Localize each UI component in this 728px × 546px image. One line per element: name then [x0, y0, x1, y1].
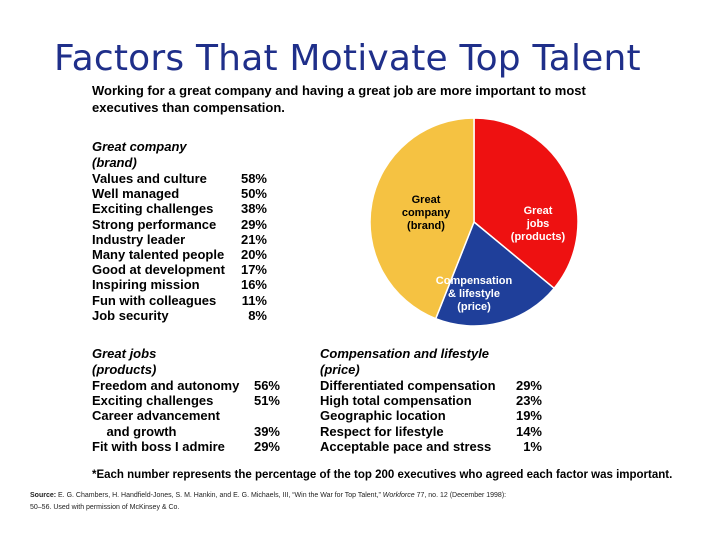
row-label: Exciting challenges: [92, 393, 214, 409]
row-value: 17%: [240, 262, 267, 278]
compensation-table: Differentiated compensation 29% High total…: [320, 378, 542, 454]
row-label: Career advancement: [92, 408, 220, 424]
row-value: 38%: [240, 201, 267, 217]
row-value: 29%: [253, 438, 280, 454]
pie-label-line: (brand): [407, 220, 445, 232]
row-label: Respect for lifestyle: [320, 423, 444, 439]
row-label: Many talented people: [92, 246, 225, 262]
row-value: 8%: [248, 307, 267, 323]
row-label: Differentiated compensation: [320, 378, 496, 393]
table-row: Exciting challenges 51%: [92, 393, 280, 408]
table-row: Job security 8%: [92, 308, 267, 323]
compensation-heading: Compensation and lifestyle (price): [320, 346, 489, 378]
row-label: Exciting challenges: [92, 201, 214, 217]
source-text: 50–56. Used with permission of McKinsey …: [30, 504, 180, 511]
pie-label-line: (products): [511, 231, 566, 243]
row-value: 29%: [240, 216, 267, 232]
row-value: 29%: [515, 378, 542, 393]
row-label: Job security: [92, 307, 169, 323]
row-value: 11%: [241, 292, 267, 308]
row-value: 19%: [515, 408, 542, 424]
great-company-table: Values and culture 58% Well managed 50% Exci…: [92, 171, 267, 323]
row-value: 16%: [240, 277, 267, 293]
row-label: High total compensation: [320, 393, 472, 409]
table-row: Exciting challenges 38%: [92, 201, 267, 216]
row-label: Inspiring mission: [92, 277, 200, 293]
heading-line: (brand): [92, 155, 137, 170]
heading-line: (price): [320, 362, 360, 377]
pie-label-line: (price): [457, 301, 491, 313]
row-label: Freedom and autonomy: [92, 378, 240, 393]
row-label: Good at development: [92, 262, 225, 278]
pie-label-line: & lifestyle: [448, 288, 500, 300]
row-value: 1%: [523, 438, 542, 454]
table-row: Values and culture 58%: [92, 171, 267, 186]
row-value: 56%: [253, 378, 280, 393]
table-row: High total compensation 23%: [320, 393, 542, 408]
row-label: Well managed: [92, 186, 180, 202]
row-value: 20%: [240, 246, 267, 262]
table-row: Career advancement: [92, 408, 280, 423]
table-row: Industry leader 21%: [92, 232, 267, 247]
table-row: Strong performance 29%: [92, 217, 267, 232]
pie-slice-label: Compensation & lifestyle (price): [436, 275, 513, 313]
row-label: Values and culture: [92, 171, 207, 186]
pie-slice: [473, 117, 579, 290]
row-value: 23%: [515, 393, 542, 409]
source-journal: Workforce: [382, 492, 415, 499]
heading-line: (products): [92, 362, 157, 377]
pie-label-line: Great: [412, 194, 441, 206]
pie-slice-label: Great jobs (products): [511, 205, 566, 243]
pie-label-line: company: [402, 207, 451, 219]
source-text: E. G. Chambers, H. Handfield-Jones, S. M…: [58, 492, 381, 499]
table-row: Well managed 50%: [92, 186, 267, 201]
heading-line: Great jobs: [92, 346, 157, 361]
row-value: 21%: [240, 231, 267, 247]
table-row: Many talented people 20%: [92, 247, 267, 262]
row-label: Strong performance: [92, 216, 217, 232]
great-company-heading: Great company (brand): [92, 139, 187, 171]
great-jobs-table: Freedom and autonomy 56% Exciting challeng…: [92, 378, 280, 454]
source-citation: Source: E. G. Chambers, H. Handfield-Jon…: [30, 490, 506, 514]
source-text: 77, no. 12 (December 1998):: [416, 492, 507, 499]
table-row: Geographic location 19%: [320, 408, 542, 423]
row-label: Fun with colleagues: [92, 292, 217, 308]
table-row: Respect for lifestyle 14%: [320, 424, 542, 439]
slide-title: Factors That Motivate Top Talent: [54, 38, 641, 79]
pie-label-line: jobs: [526, 218, 550, 230]
row-label: Industry leader: [92, 231, 186, 247]
row-value: 51%: [253, 393, 280, 409]
pie-label-line: Great: [524, 205, 553, 217]
table-row: Acceptable pace and stress 1%: [320, 439, 542, 454]
row-label: Acceptable pace and stress: [320, 438, 492, 454]
pie-label-line: Compensation: [436, 275, 513, 287]
row-value: 14%: [515, 423, 542, 439]
row-value: 39%: [253, 423, 280, 439]
table-row: Good at development 17%: [92, 262, 267, 277]
heading-line: Compensation and lifestyle: [320, 346, 490, 361]
row-label: and growth: [92, 423, 177, 439]
row-label: Fit with boss I admire: [92, 438, 225, 454]
chart-subtitle: Working for a great company and having a…: [92, 83, 586, 115]
pie-slice-label: Great company (brand): [402, 194, 451, 232]
table-row: and growth 39%: [92, 424, 280, 439]
footnote: *Each number represents the percentage o…: [92, 469, 673, 481]
row-value: 50%: [240, 186, 267, 202]
table-row: Fit with boss I admire 29%: [92, 439, 280, 454]
source-label: Source:: [30, 492, 57, 499]
heading-line: Great company: [92, 139, 187, 154]
table-row: Inspiring mission 16%: [92, 277, 267, 292]
pie-slice: [369, 117, 475, 320]
pie-slice: [434, 220, 556, 327]
great-jobs-heading: Great jobs (products): [92, 346, 156, 378]
row-label: Geographic location: [320, 408, 446, 424]
row-value: 58%: [240, 171, 267, 186]
table-row: Differentiated compensation 29%: [320, 378, 542, 393]
table-row: Freedom and autonomy 56%: [92, 378, 280, 393]
table-row: Fun with colleagues 11%: [92, 293, 267, 308]
